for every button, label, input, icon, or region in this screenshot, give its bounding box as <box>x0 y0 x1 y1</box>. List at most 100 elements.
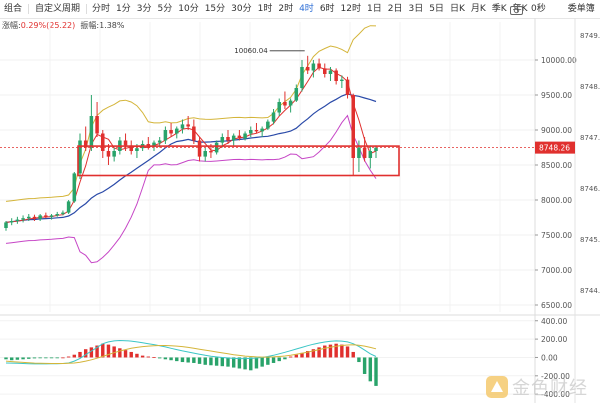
candle-body <box>32 216 37 219</box>
period-tab[interactable]: 15分 <box>204 4 226 14</box>
candle-body <box>203 151 207 157</box>
period-tab[interactable]: 2日 <box>387 4 403 14</box>
macd-bar <box>106 344 111 358</box>
amplitude-value: 1.38% <box>99 21 125 30</box>
candle-body <box>220 137 225 143</box>
candle-body <box>140 144 145 149</box>
candle-body <box>357 147 361 158</box>
orderbook-tab[interactable]: 委单簿 <box>567 4 595 14</box>
toolbar-item-combo[interactable]: 组合 <box>4 4 23 14</box>
macd-bar <box>4 357 8 360</box>
period-tab[interactable]: 6时 <box>319 4 335 14</box>
macd-bar <box>180 357 185 363</box>
candle-body <box>129 145 133 151</box>
y-tick-label: 7500.00 <box>541 231 572 240</box>
toolbar-item-custom-period[interactable]: 自定义周期 <box>35 4 81 14</box>
candle-body <box>169 130 173 134</box>
current-price-tag <box>535 141 575 154</box>
candle-body <box>38 215 42 219</box>
period-tab[interactable]: 4时 <box>299 4 314 14</box>
macd-bar <box>157 357 162 359</box>
candle-body <box>345 79 350 95</box>
candle-body <box>374 147 378 151</box>
macd-bar <box>140 355 145 358</box>
period-tab[interactable]: 10分 <box>178 4 199 14</box>
candle-body <box>175 128 179 134</box>
macd-bar <box>243 357 247 370</box>
candle-body <box>237 135 242 139</box>
period-tab[interactable]: 日K <box>449 4 465 14</box>
macd-y-tick-label: 400.00 <box>541 317 567 326</box>
period-tab[interactable]: 分时 <box>92 4 111 14</box>
candle-body <box>27 216 31 219</box>
macd-bar <box>21 357 25 360</box>
candle-body <box>254 130 259 132</box>
macd-bar <box>32 357 37 359</box>
macd-bar <box>112 346 116 358</box>
macd-bar <box>323 345 327 358</box>
period-tab[interactable]: 季K <box>491 4 507 14</box>
candle-body <box>300 67 304 88</box>
candle-body <box>61 212 65 214</box>
macd-bar <box>118 348 122 358</box>
period-tab[interactable]: 12时 <box>340 4 361 14</box>
ma-slow-line <box>5 93 377 223</box>
macd-dea-line <box>5 344 377 364</box>
macd-bar <box>237 357 242 369</box>
macd-bar <box>61 357 65 359</box>
amplitude-label: 振幅 <box>80 21 97 30</box>
candle-body <box>146 144 151 147</box>
period-tab[interactable]: 3分 <box>136 4 152 14</box>
orderbook-price: 8745. <box>580 236 600 244</box>
highlight-box <box>77 145 400 177</box>
macd-bar <box>288 356 293 358</box>
candle-body <box>118 140 122 151</box>
candle-body <box>231 135 236 141</box>
macd-bar <box>351 351 355 358</box>
period-tab[interactable]: 1时 <box>257 4 273 14</box>
y-tick-label: 10000.00 <box>541 56 577 65</box>
macd-bar <box>345 346 350 358</box>
price-axis: 6500.00 7000.00 7500.00 8000.00 8500.00 9000.… <box>534 18 577 403</box>
boll-upper-line <box>5 25 377 202</box>
candle-body <box>340 79 344 81</box>
macd-bar <box>254 357 259 369</box>
period-tab[interactable]: 5分 <box>157 4 173 14</box>
macd-bar <box>72 354 77 358</box>
macd-y-tick-label: 200.00 <box>541 335 567 344</box>
candle-body <box>351 95 355 158</box>
candle-body <box>101 133 105 151</box>
macd-bar <box>15 357 20 360</box>
macd-bar <box>9 357 14 361</box>
camera-icon[interactable] <box>509 2 523 16</box>
y-tick-label: 9000.00 <box>541 126 572 135</box>
boll-lower-line <box>5 114 377 264</box>
macd-bar <box>163 357 168 360</box>
orderbook-price: 8749. <box>580 32 600 40</box>
macd-bar <box>300 352 304 358</box>
macd-bar <box>192 357 196 363</box>
period-tab[interactable]: 2时 <box>278 4 294 14</box>
candle-body <box>311 63 316 71</box>
y-tick-label: 6500.00 <box>541 301 572 310</box>
candle-body <box>368 151 373 158</box>
candle-body <box>78 140 82 174</box>
macd-bar <box>175 357 179 362</box>
candle-body <box>4 222 8 228</box>
period-tab[interactable]: 30分 <box>231 4 252 14</box>
period-tab[interactable]: 月K <box>470 4 486 14</box>
macd-bar <box>226 357 230 367</box>
candle-body <box>135 148 139 151</box>
period-tab[interactable]: 年K <box>512 4 528 14</box>
period-tab[interactable]: 1分 <box>116 4 131 14</box>
period-tab[interactable]: 5日 <box>429 4 444 14</box>
period-tab[interactable]: 3日 <box>408 4 424 14</box>
candle-body <box>328 70 333 74</box>
orderbook-price: 8747. <box>580 134 600 142</box>
macd-bar <box>95 345 99 358</box>
macd-bar <box>197 357 202 364</box>
toolbar-separator <box>86 4 88 14</box>
period-tab[interactable]: 1日 <box>367 4 382 14</box>
candle-body <box>186 124 190 127</box>
